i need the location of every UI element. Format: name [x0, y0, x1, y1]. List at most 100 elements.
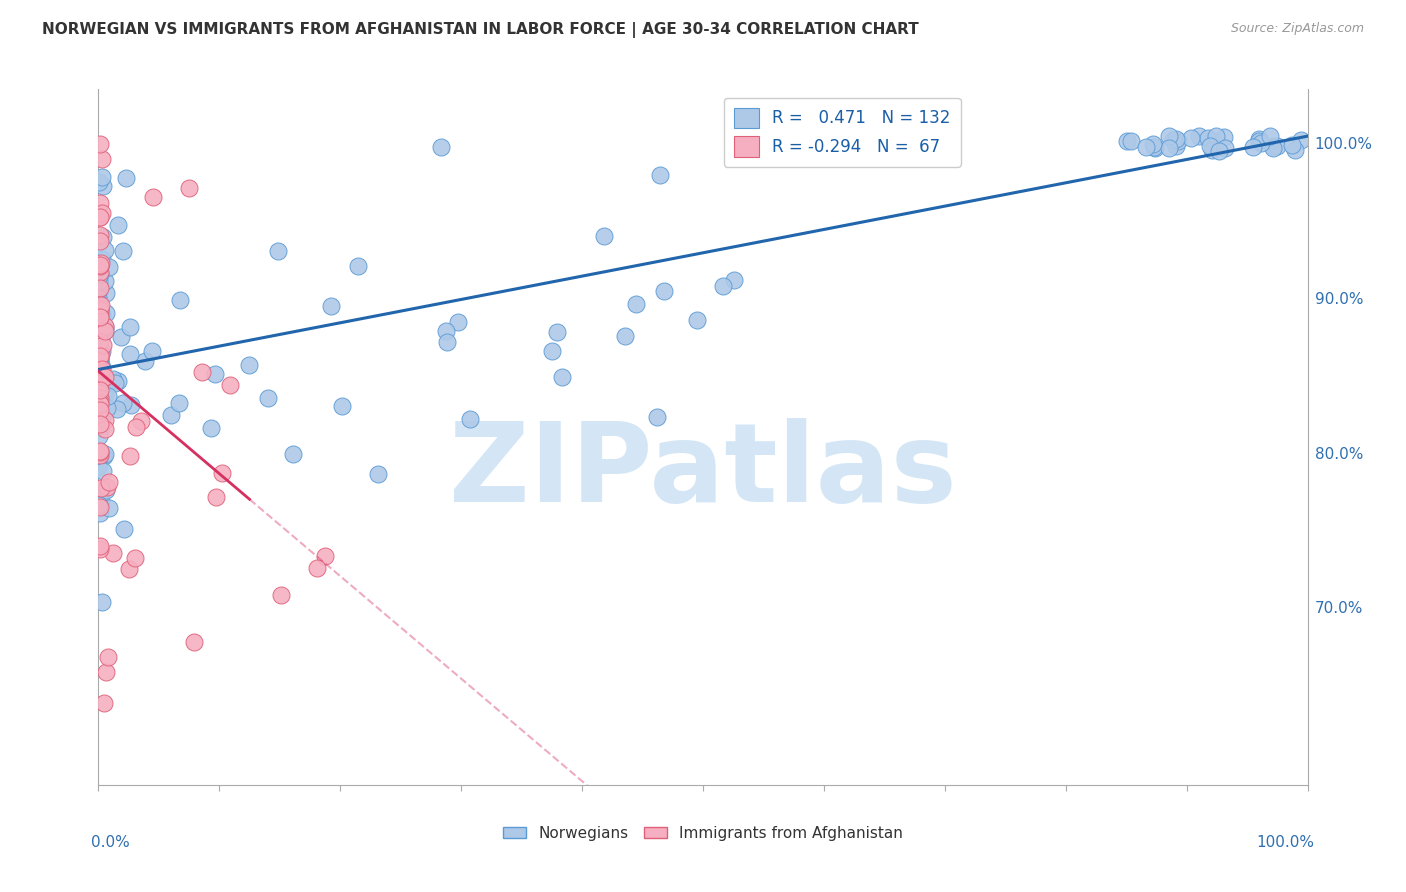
Point: [141, 344, 163, 359]
Point: [101, 546, 124, 560]
Point: [120, 347, 142, 361]
Point: [94, 665, 117, 679]
Point: [89, 541, 111, 556]
Point: [89, 196, 111, 211]
Point: [90, 364, 112, 378]
Point: [142, 190, 165, 204]
Point: [89, 354, 111, 368]
Point: [98, 260, 121, 274]
Point: [124, 550, 146, 565]
Point: [97, 389, 120, 403]
Point: [89, 391, 111, 405]
Point: [87, 351, 110, 366]
Point: [89, 259, 111, 273]
Point: [89, 227, 111, 242]
Point: [1250, 136, 1272, 151]
Point: [723, 273, 745, 287]
Point: [90, 421, 112, 435]
Point: [183, 635, 205, 649]
Text: Source: ZipAtlas.com: Source: ZipAtlas.com: [1230, 22, 1364, 36]
Point: [89, 305, 111, 319]
Point: [1281, 138, 1303, 153]
Point: [330, 399, 353, 413]
Point: [104, 376, 127, 390]
Point: [1213, 130, 1236, 145]
Point: [89, 211, 111, 225]
Point: [87, 274, 110, 288]
Text: 100.0%: 100.0%: [1257, 836, 1315, 850]
Point: [614, 329, 637, 343]
Point: [91, 179, 114, 194]
Point: [204, 368, 226, 382]
Point: [87, 291, 110, 305]
Point: [546, 326, 568, 340]
Point: [89, 302, 111, 317]
Point: [93, 388, 115, 402]
Point: [1249, 134, 1271, 148]
Point: [551, 370, 574, 384]
Point: [91, 464, 114, 478]
Point: [94, 322, 117, 336]
Point: [89, 376, 111, 390]
Point: [347, 259, 370, 273]
Point: [1164, 139, 1187, 153]
Point: [1289, 133, 1312, 147]
Point: [1143, 139, 1166, 153]
Point: [1201, 143, 1223, 157]
Point: [89, 349, 111, 363]
Point: [87, 460, 110, 475]
Point: [89, 500, 111, 514]
Point: [90, 298, 112, 312]
Point: [94, 370, 117, 384]
Point: [110, 330, 132, 344]
Point: [319, 299, 342, 313]
Point: [107, 218, 129, 232]
Point: [87, 429, 110, 443]
Point: [314, 549, 336, 563]
Point: [120, 398, 142, 412]
Point: [1180, 130, 1202, 145]
Point: [1144, 141, 1167, 155]
Point: [89, 397, 111, 411]
Point: [107, 375, 129, 389]
Point: [89, 540, 111, 554]
Point: [1213, 141, 1236, 155]
Point: [94, 286, 117, 301]
Point: [96, 483, 118, 497]
Point: [89, 310, 111, 324]
Point: [266, 244, 288, 259]
Point: [89, 281, 111, 295]
Point: [87, 296, 110, 310]
Point: [93, 696, 115, 710]
Point: [652, 285, 675, 299]
Point: [90, 206, 112, 220]
Point: [283, 447, 305, 461]
Point: [204, 490, 226, 504]
Point: [1261, 141, 1284, 155]
Point: [89, 325, 111, 339]
Point: [118, 449, 141, 463]
Point: [270, 588, 292, 602]
Point: [89, 334, 111, 348]
Text: ZIPatlas: ZIPatlas: [449, 418, 957, 525]
Point: [94, 274, 117, 288]
Legend: Norwegians, Immigrants from Afghanistan: Norwegians, Immigrants from Afghanistan: [498, 820, 908, 847]
Point: [592, 228, 614, 243]
Point: [90, 493, 112, 508]
Point: [89, 410, 111, 425]
Point: [134, 354, 156, 368]
Point: [90, 392, 112, 407]
Point: [89, 506, 111, 520]
Point: [1142, 137, 1164, 152]
Point: [89, 136, 111, 151]
Point: [94, 243, 117, 257]
Text: 0.0%: 0.0%: [91, 836, 131, 850]
Point: [97, 500, 120, 515]
Point: [89, 354, 111, 368]
Point: [101, 372, 124, 386]
Point: [98, 475, 121, 489]
Point: [90, 361, 112, 376]
Point: [89, 417, 111, 431]
Point: [90, 152, 112, 166]
Point: [111, 244, 134, 258]
